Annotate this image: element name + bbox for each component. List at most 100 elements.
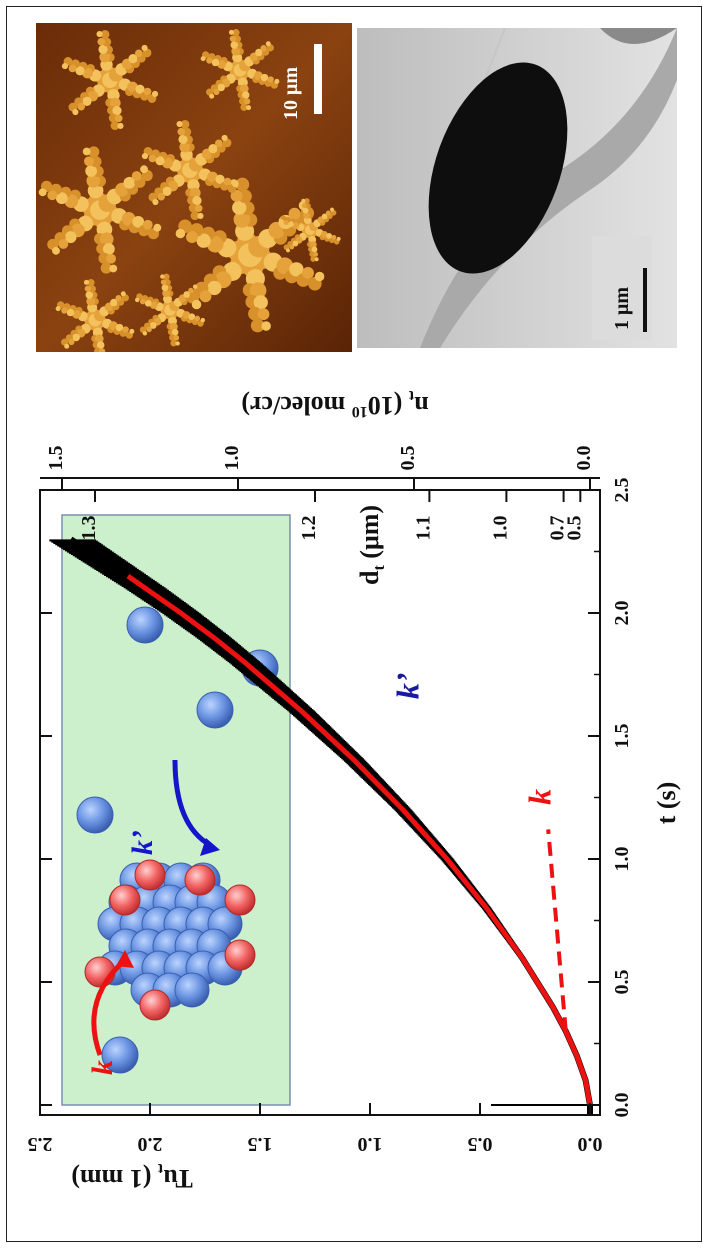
afm-flake-dot [304,198,310,204]
afm-flake-dot [279,219,284,224]
afm-flake-dot [109,264,118,273]
top-tick-label: 1.1 [412,516,434,541]
afm-flake-dot [170,339,177,347]
afm-flake-dot [233,211,251,228]
afm-flake-dot [72,333,80,342]
x-tick-label: 2.5 [611,478,633,503]
afm-flake-dot [85,165,98,177]
afm-flake-dot [326,232,333,239]
afm-flake-dot [61,62,69,70]
afm-flake-dot [61,307,68,314]
free-particle [101,1036,139,1074]
afm-flake-dot [250,318,265,333]
afm-flake-dot [88,146,100,158]
k-arrowhead [116,950,134,968]
inset-k-label: k [86,1060,119,1075]
afm-flake-dot [162,289,171,298]
afm-flake-dot [122,326,129,333]
afm-flake-dot [173,335,180,341]
plot-marks: k’ k [49,536,593,1115]
y-tick-label: 2.5 [28,1133,53,1155]
right-tick-label: 1.0 [221,446,243,471]
afm-flake-dot [175,341,180,346]
afm-flake-dot [221,134,228,142]
afm-scale-bar: 10 μm [280,44,322,120]
x-tick-label: 2.0 [611,601,633,626]
y-tick-label: 2.0 [138,1133,163,1155]
afm-flake-dot [179,141,191,153]
afm-flake-dot [148,154,157,163]
afm-flake-dot [302,207,309,214]
afm-flake-dot [321,213,328,220]
afm-flake-dot [72,108,79,116]
afm-flake-dot [209,93,215,99]
afm-flake-dot [83,279,89,285]
afm-flake-dot [110,298,118,307]
afm-flake-dot [200,56,206,62]
afm-flake-dot [38,188,47,197]
afm-flake-dot [325,210,331,216]
afm-flake-dot [276,257,294,275]
afm-flake-dot [86,173,101,188]
afm-flake-dot [217,59,226,69]
afm-flake-dot [230,41,239,49]
afm-flake-dot [188,313,196,321]
linear-k-line [546,829,568,1032]
afm-flake-dot [231,180,239,188]
afm-flake-dot [163,273,170,281]
afm-flake-dot [309,241,317,249]
afm-flake-dot [336,236,341,241]
top-tick-label: 1.3 [78,516,100,541]
x-tick-label: 0.5 [611,970,633,995]
afm-flake-dot [239,84,249,94]
afm-flake-dot [180,119,190,129]
afm-flake-dot [72,309,81,319]
afm-flake-dot [129,328,135,334]
afm-flake-dot [223,177,232,186]
afm-flake-dot [85,291,94,299]
afm-flake-dot [207,171,218,183]
afm-flake-dot [283,220,289,226]
afm-flake-dot [64,231,77,244]
afm-dendrite-flakes [38,29,341,361]
afm-flake-dot [134,49,143,58]
afm-flake-dot [120,291,126,297]
edge-particle [109,884,141,916]
afm-flake-dot [314,257,319,262]
afm-flake-dot [178,134,188,144]
afm-flake-dot [161,284,169,292]
afm-flake-dot [162,186,172,196]
y-tick-label: 0.0 [578,1133,603,1155]
afm-flake-dot [301,198,306,203]
afm-flake-dot [160,279,167,285]
afm-flake-dot [292,240,299,247]
afm-flake-dot [151,90,159,98]
afm-flake-dot [110,121,120,131]
afm-flake-dot [117,122,124,130]
plot-frame [39,489,601,1116]
afm-flake-dot [142,331,148,336]
afm-flake-dot [135,297,140,303]
afm-flake-dot [141,152,149,160]
afm-flake-dot [66,308,75,317]
afm-flake-dot [123,176,136,189]
afm-flake-dot [267,76,274,83]
afm-flake-dot [98,44,108,54]
afm-flake-dot [82,147,91,156]
afm-flake-dot [86,296,96,306]
afm-flake-dot [232,200,247,215]
y-tick-label: 0.5 [468,1133,493,1155]
afm-flake-dot [265,41,271,47]
afm-flake-dot [215,174,225,184]
afm-flake-dot [52,246,60,255]
edge-particle [184,864,216,896]
right-axis-title-text: nt (1010 molec/cr) [241,387,428,420]
edge-particle [139,989,171,1021]
afm-flake-dot [127,81,138,93]
afm-flake-dot [95,354,102,361]
afm-flake-dot [231,46,241,56]
afm-flake-dot [206,57,213,64]
afm-flake-dot [97,37,106,46]
afm-flake-dot [176,120,183,128]
afm-flake-dot [288,207,301,220]
